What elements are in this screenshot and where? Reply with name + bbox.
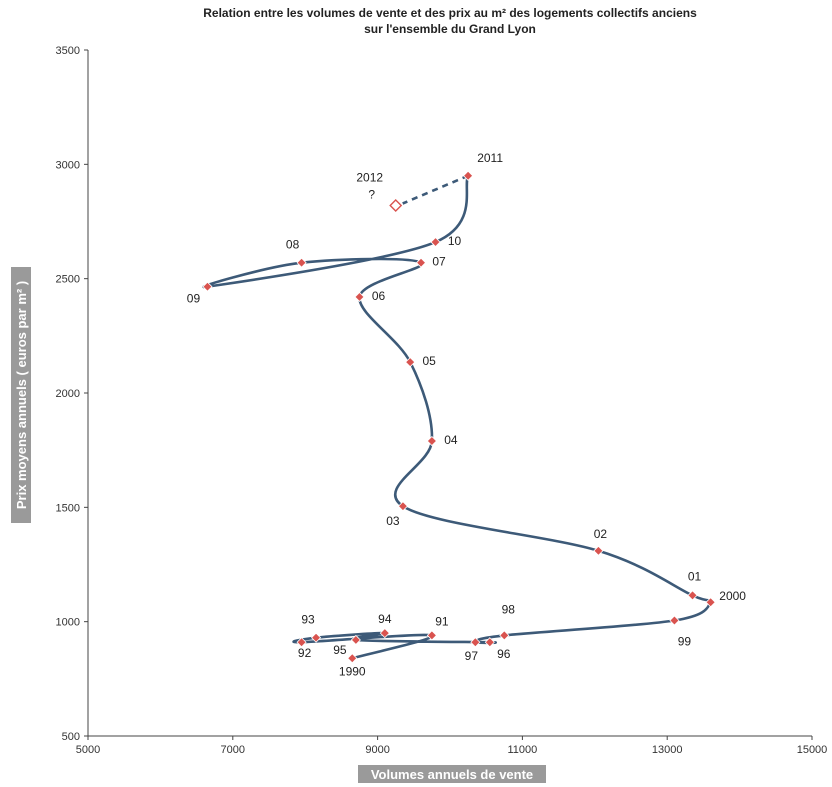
data-point-marker: [426, 435, 437, 447]
y-tick-label: 3000: [56, 159, 80, 171]
data-point-marker: [397, 501, 409, 512]
y-tick-label: 2000: [56, 388, 80, 400]
data-point-label: 93: [301, 613, 315, 627]
data-point-label: 05: [423, 354, 437, 368]
data-point-marker: [484, 637, 495, 648]
x-axis-label-text: Volumes annuels de vente: [371, 767, 533, 782]
x-tick-label: 9000: [365, 744, 389, 756]
data-point-label: 91: [435, 614, 449, 628]
data-point-label: 98: [502, 602, 516, 616]
y-axis-label-text: Prix moyens annuels ( euros par m² ): [14, 281, 29, 509]
data-point-marker: [310, 632, 322, 643]
data-point-marker: [426, 630, 437, 641]
data-point-label: 92: [298, 646, 312, 660]
data-point-label: 1990: [339, 664, 366, 678]
y-tick-label: 3500: [56, 45, 80, 57]
data-point-marker: [705, 597, 716, 608]
series-line: [202, 175, 714, 660]
data-point-label: 97: [465, 649, 479, 663]
projection-line: [402, 174, 469, 205]
projection-marker: [389, 199, 403, 212]
data-point-label: 06: [372, 289, 386, 303]
projection-label: 2012: [356, 170, 383, 184]
data-point-marker: [296, 257, 307, 268]
x-tick-label: 11000: [508, 744, 538, 756]
axes: 500 1000 1500 2000 2500 3000 3500 5000 7000 9000 1…: [56, 45, 828, 756]
point-labels-group: 1990 91 92 93 94 95 96 97 98 99 2000 01 02 03 04 05 06 07…: [187, 151, 747, 678]
data-point-label: 04: [444, 433, 458, 447]
data-point-marker: [463, 170, 474, 181]
series-curve-group: [202, 174, 714, 660]
data-point-label: 09: [187, 292, 201, 306]
data-point-marker: [354, 291, 365, 303]
chart-title-line-2: sur l'ensemble du Grand Lyon: [364, 22, 536, 36]
projection-note: ?: [368, 187, 375, 201]
y-axis-label: Prix moyens annuels ( euros par m² ): [11, 267, 31, 523]
data-point-label: 95: [333, 643, 347, 657]
x-tick-label: 5000: [76, 744, 100, 756]
x-tick-label: 7000: [221, 744, 245, 756]
data-point-marker: [296, 637, 307, 648]
y-tick-label: 1500: [56, 502, 80, 514]
data-point-marker: [202, 281, 213, 292]
markers-group: [202, 170, 716, 664]
data-point-marker: [347, 653, 358, 664]
data-point-label: 03: [386, 514, 400, 528]
data-point-label: 07: [432, 255, 446, 269]
data-point-label: 08: [286, 238, 300, 252]
data-point-marker: [379, 628, 390, 639]
y-tick-label: 500: [62, 731, 80, 743]
y-tick-label: 2500: [56, 274, 80, 286]
x-tick-label: 15000: [797, 744, 828, 756]
data-point-marker: [687, 590, 698, 601]
x-tick-label: 13000: [652, 744, 683, 756]
data-point-marker: [669, 615, 680, 626]
data-point-marker: [350, 634, 361, 646]
y-tick-label: 1000: [56, 617, 80, 629]
data-point-label: 10: [448, 234, 462, 248]
data-point-marker: [405, 357, 416, 368]
data-point-marker: [499, 630, 510, 641]
data-point-label: 02: [594, 527, 608, 541]
data-point-label: 2000: [719, 589, 746, 603]
data-point-marker: [470, 637, 481, 648]
chart-title-line-1: Relation entre les volumes de vente et d…: [203, 6, 697, 20]
data-point-label: 2011: [477, 151, 503, 165]
data-point-label: 94: [378, 612, 392, 626]
data-point-marker: [593, 545, 604, 556]
x-axis-label: Volumes annuels de vente: [358, 765, 546, 783]
data-point-marker: [430, 237, 441, 248]
data-point-label: 01: [688, 569, 702, 583]
data-point-label: 96: [497, 647, 511, 661]
data-point-label: 99: [678, 635, 692, 649]
data-point-marker: [415, 257, 427, 268]
